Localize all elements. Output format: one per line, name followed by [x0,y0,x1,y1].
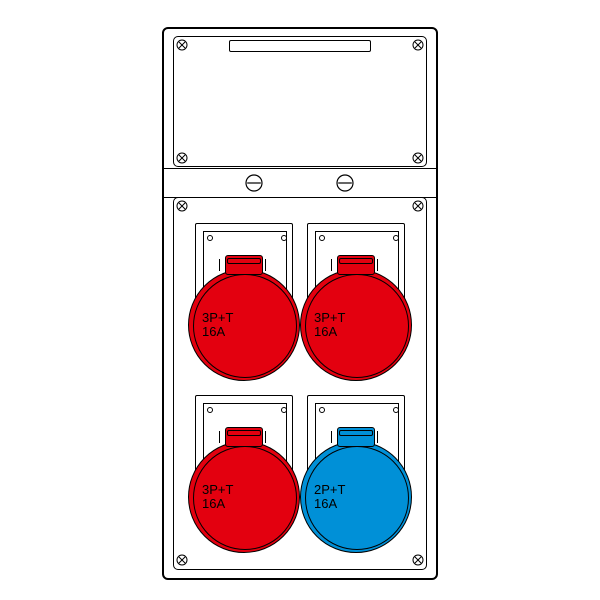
hinge-side-line [331,259,336,271]
mount-hole-icon [319,407,325,413]
corner-screw-icon [176,200,188,212]
top-slot [229,40,371,52]
bar-screw-icon [245,174,263,192]
socket-bottom-right-hinge-slot [339,430,373,436]
mount-hole-icon [393,235,399,241]
mount-hole-icon [207,407,213,413]
hinge-side-line [377,431,382,443]
socket-bottom-left-hinge-slot [227,430,261,436]
diagram-canvas: 3P+T16A3P+T16A3P+T16A2P+T16A [0,0,600,600]
corner-screw-icon [412,554,424,566]
corner-screw-icon [412,200,424,212]
socket-top-left-hinge-slot [227,258,261,264]
hinge-side-line [265,259,270,271]
mount-hole-icon [281,235,287,241]
socket-top-left-lid-ring [193,274,297,378]
corner-screw-icon [412,39,424,51]
mount-hole-icon [207,235,213,241]
socket-bottom-left-lid-ring [193,446,297,550]
mount-hole-icon [319,235,325,241]
corner-screw-icon [176,152,188,164]
corner-screw-icon [176,554,188,566]
bar-screw-icon [336,174,354,192]
corner-screw-icon [412,152,424,164]
mount-hole-icon [393,407,399,413]
corner-screw-icon [176,39,188,51]
socket-top-right-lid-ring [305,274,409,378]
hinge-side-line [219,431,224,443]
hinge-side-line [219,259,224,271]
divider-bar [164,168,436,198]
hinge-side-line [331,431,336,443]
hinge-side-line [265,431,270,443]
upper-panel [173,36,427,167]
socket-bottom-right-lid-ring [305,446,409,550]
socket-top-right-hinge-slot [339,258,373,264]
hinge-side-line [377,259,382,271]
mount-hole-icon [281,407,287,413]
